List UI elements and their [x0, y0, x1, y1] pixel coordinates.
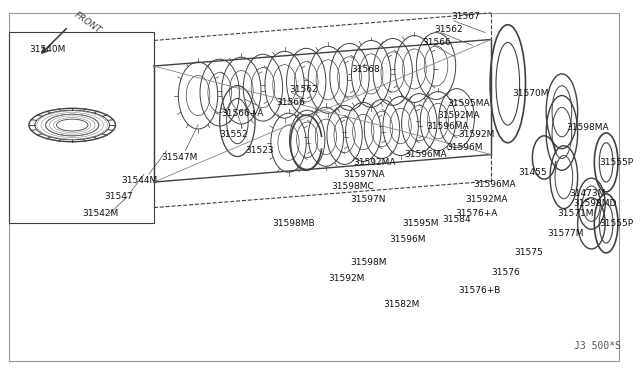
Text: 31552: 31552: [220, 130, 248, 140]
Text: 31596MA: 31596MA: [404, 150, 447, 159]
Bar: [9, 32, 154, 223]
Text: 31598M: 31598M: [351, 258, 387, 267]
Text: FRONT: FRONT: [72, 10, 102, 35]
Text: 31597NA: 31597NA: [344, 170, 385, 179]
Text: 31547: 31547: [104, 192, 133, 201]
Text: 31592MA: 31592MA: [437, 111, 479, 120]
Text: 31570M: 31570M: [513, 89, 549, 98]
Text: 31595M: 31595M: [403, 219, 439, 228]
Text: 31547M: 31547M: [162, 153, 198, 162]
Text: 31592M: 31592M: [328, 274, 364, 283]
Text: 31562: 31562: [289, 85, 318, 94]
Text: 31596MA: 31596MA: [426, 122, 469, 131]
Text: 31596M: 31596M: [389, 235, 426, 244]
Text: 31473M: 31473M: [570, 189, 606, 198]
Text: 31576+B: 31576+B: [459, 286, 501, 295]
Text: 31598MA: 31598MA: [566, 124, 609, 132]
Text: 31542M: 31542M: [82, 209, 118, 218]
Text: 31592MA: 31592MA: [353, 158, 396, 167]
Text: 31540M: 31540M: [29, 45, 65, 54]
Text: 31555P: 31555P: [599, 219, 634, 228]
Text: 31555P: 31555P: [599, 158, 634, 167]
Text: 31566: 31566: [422, 38, 451, 47]
Text: 31576: 31576: [491, 268, 520, 277]
Text: 31596MA: 31596MA: [474, 180, 516, 189]
Text: 31566+A: 31566+A: [221, 109, 264, 118]
Text: 31598MC: 31598MC: [331, 182, 374, 190]
Text: 31575: 31575: [515, 248, 543, 257]
Text: 31582M: 31582M: [383, 301, 419, 310]
Text: 31568: 31568: [351, 65, 380, 74]
Text: 31597N: 31597N: [351, 195, 386, 204]
Text: 31584: 31584: [442, 215, 470, 224]
Text: J3 500*S: J3 500*S: [574, 341, 621, 351]
Text: 31598MD: 31598MD: [573, 199, 617, 208]
Text: 31571M: 31571M: [557, 209, 593, 218]
Text: 31596M: 31596M: [446, 143, 483, 152]
Text: 31567: 31567: [452, 12, 481, 21]
Text: 31576+A: 31576+A: [456, 209, 498, 218]
Text: 31544M: 31544M: [122, 176, 157, 185]
Text: 31592MA: 31592MA: [465, 195, 508, 204]
Text: 31562: 31562: [434, 25, 463, 34]
Text: 31595MA: 31595MA: [447, 99, 490, 108]
Text: 31523: 31523: [245, 146, 274, 155]
Text: 31566: 31566: [276, 98, 305, 107]
Text: 31592M: 31592M: [459, 130, 495, 140]
Text: 31455: 31455: [518, 168, 547, 177]
Text: 31577M: 31577M: [547, 229, 584, 238]
Text: 31598MB: 31598MB: [272, 219, 314, 228]
